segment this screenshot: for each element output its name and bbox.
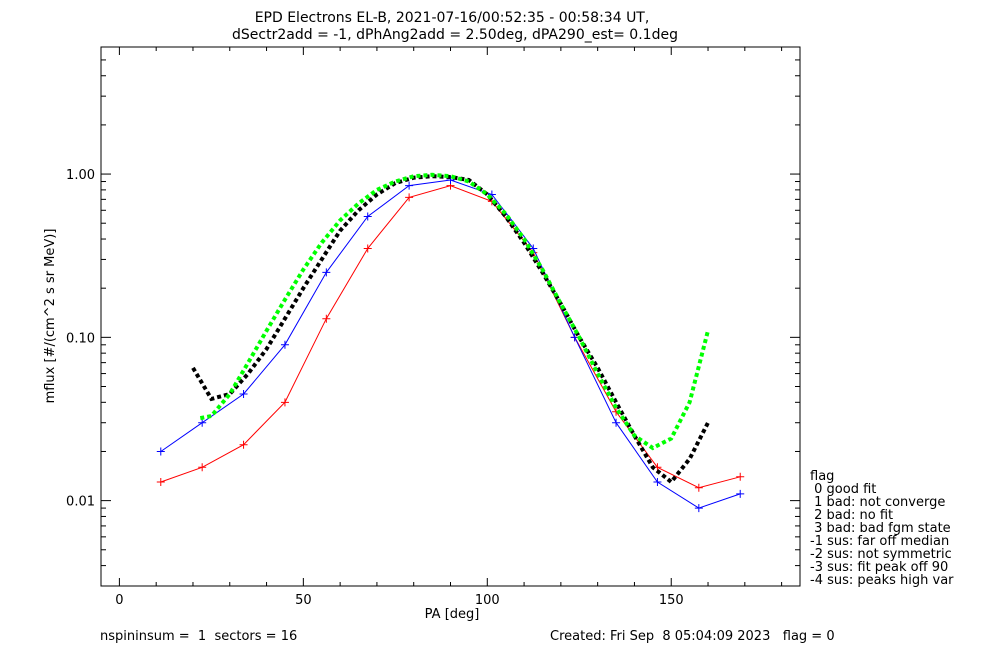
- x-tick-label: 0: [115, 593, 123, 608]
- data-point-marker: [156, 478, 165, 487]
- data-point-marker: [736, 472, 745, 481]
- legend-item: -3 sus: fit peak off 90: [810, 560, 948, 575]
- legend-item: 2 bad: no fit: [810, 508, 893, 523]
- legend-item: 1 bad: not converge: [810, 495, 945, 510]
- data-point-marker: [239, 440, 248, 449]
- series-line: [160, 185, 741, 489]
- legend-item: -2 sus: not symmetric: [810, 547, 952, 562]
- legend-item: 3 bad: bad fgm state: [810, 521, 951, 536]
- data-point-marker: [280, 398, 289, 407]
- data-point-marker: [694, 483, 703, 492]
- legend-title: flag: [810, 469, 834, 484]
- series-line: [160, 179, 741, 509]
- footer-left: nspininsum = 1 sectors = 16: [100, 629, 297, 644]
- legend-item: 0 good fit: [810, 482, 876, 497]
- series-1: [156, 175, 745, 513]
- data-point-marker: [280, 340, 289, 349]
- data-point-marker: [736, 489, 745, 498]
- axis-ticks: 0 50 100 150 0.01 0.10 1.00: [66, 46, 800, 608]
- data-point-marker: [612, 418, 621, 427]
- x-tick-label: 100: [475, 593, 500, 608]
- plot-frame: [100, 46, 801, 587]
- data-point-marker: [322, 268, 331, 277]
- data-point-marker: [694, 504, 703, 513]
- x-tick-label: 50: [295, 593, 312, 608]
- fit-curve: [199, 172, 710, 451]
- data-point-marker: [198, 463, 207, 472]
- legend-item: -1 sus: far off median: [810, 534, 949, 549]
- data-point-marker: [239, 389, 248, 398]
- chart-title-line1: EPD Electrons EL-B, 2021-07-16/00:52:35 …: [255, 10, 650, 26]
- footer-right: Created: Fri Sep 8 05:04:09 2023 flag = …: [550, 629, 835, 644]
- data-point-marker: [405, 181, 414, 190]
- data-point-marker: [322, 314, 331, 323]
- data-point-marker: [653, 478, 662, 487]
- data-lines: [156, 175, 745, 513]
- x-axis-label: PA [deg]: [425, 607, 480, 622]
- data-point-marker: [363, 244, 372, 253]
- y-tick-label: 0.10: [66, 331, 95, 346]
- chart-title-line2: dSectr2add = -1, dPhAng2add = 2.50deg, d…: [232, 27, 678, 43]
- data-point-marker: [405, 193, 414, 202]
- data-point-marker: [198, 418, 207, 427]
- y-tick-label: 1.00: [66, 168, 95, 183]
- y-axis-label: mflux [#/(cm^2 s sr MeV)]: [43, 229, 58, 404]
- data-point-marker: [156, 447, 165, 456]
- flag-legend: flag 0 good fit 1 bad: not converge 2 ba…: [810, 469, 954, 588]
- legend-item: -4 sus: peaks high var: [810, 573, 954, 588]
- median-curve: [191, 174, 710, 485]
- x-tick-label: 150: [659, 593, 684, 608]
- data-point-marker: [446, 175, 455, 184]
- data-point-marker: [363, 212, 372, 221]
- reference-curves: [191, 172, 710, 485]
- y-tick-label: 0.01: [66, 495, 95, 510]
